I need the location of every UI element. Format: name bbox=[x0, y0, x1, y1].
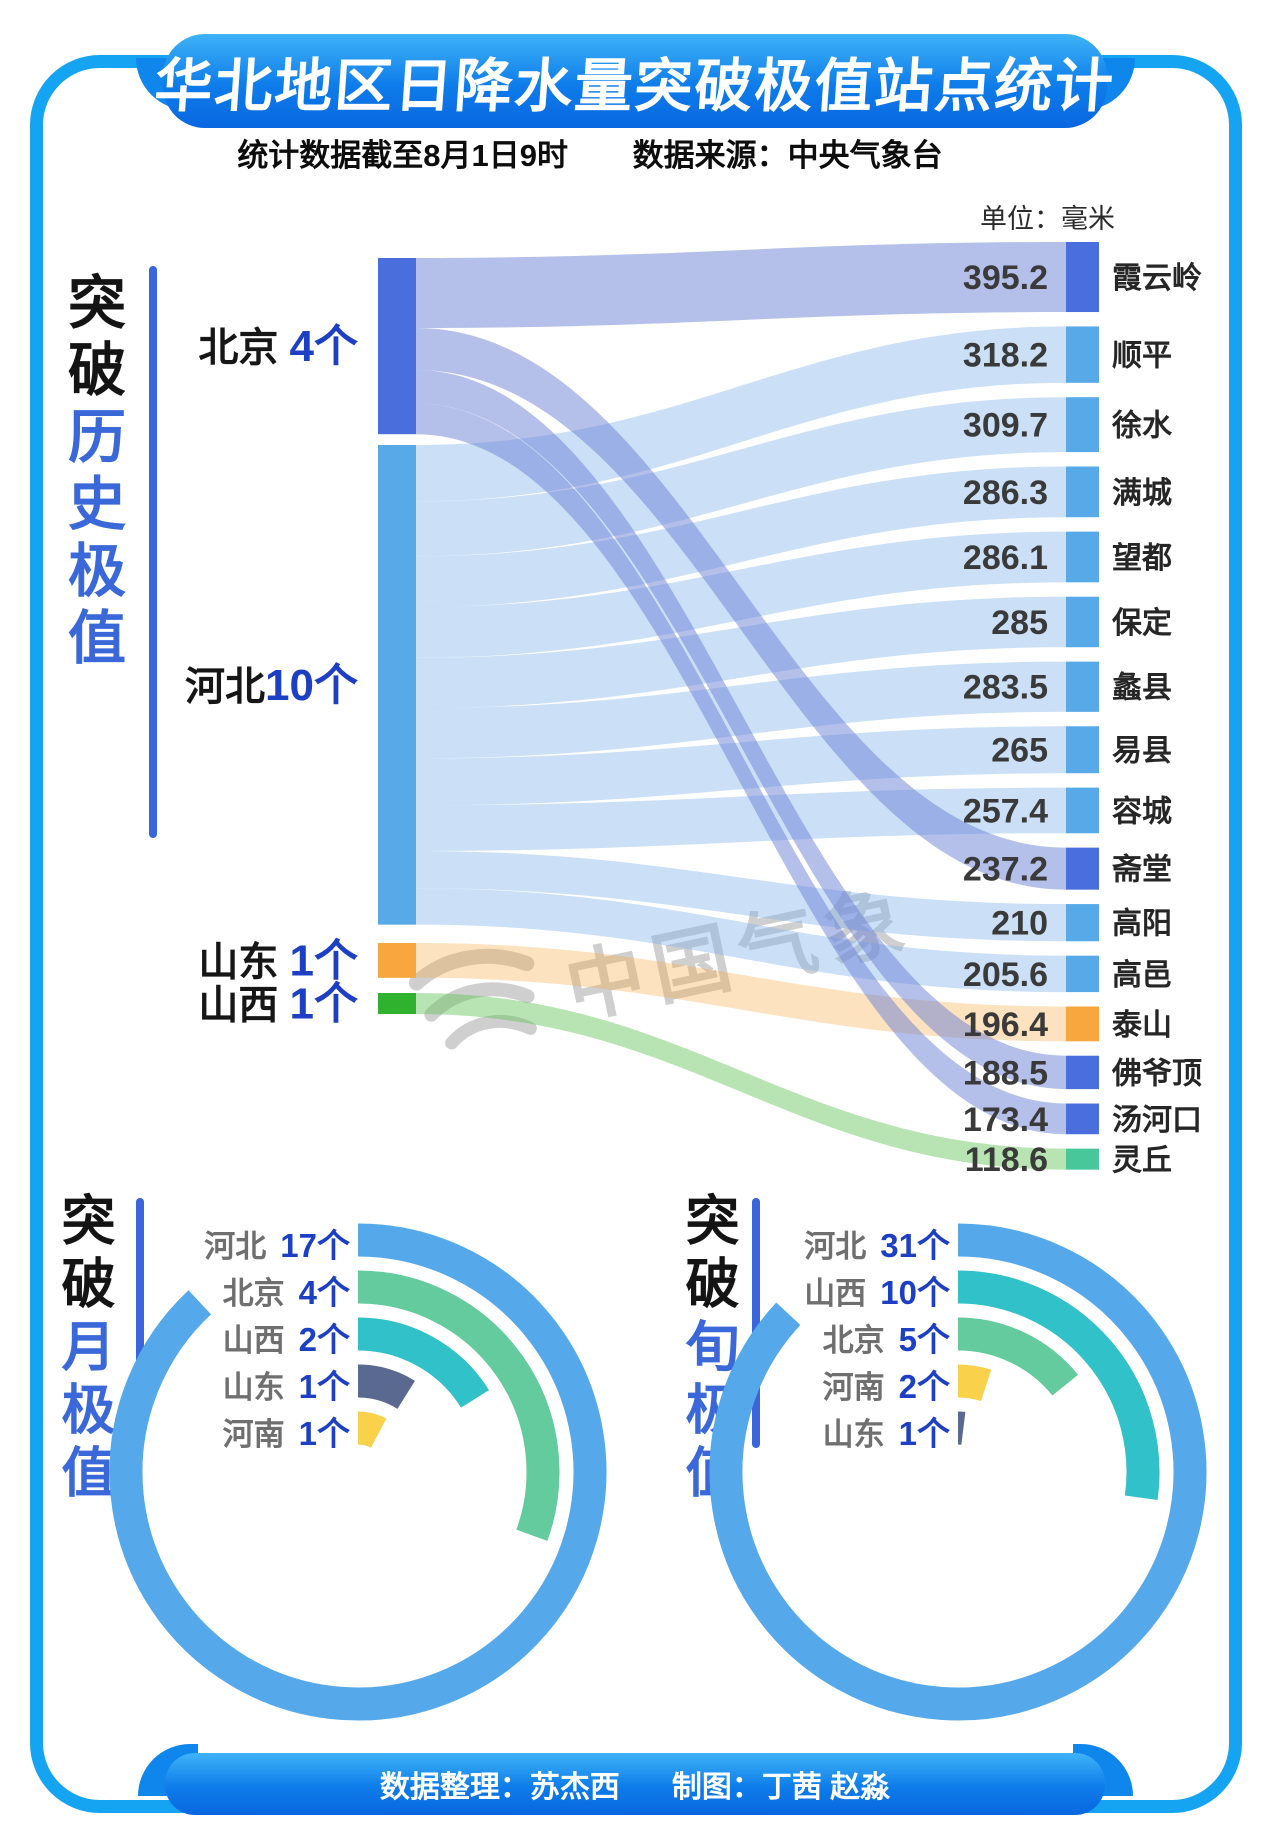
page-title: 华北地区日降水量突破极值站点统计 bbox=[152, 54, 1117, 119]
legend-row-month-山西: 山西 2个 bbox=[223, 1313, 350, 1361]
title-banner: 华北地区日降水量突破极值站点统计 bbox=[152, 34, 1117, 128]
legend-count-tenday-山西: 10个 bbox=[880, 1274, 950, 1311]
legend-province-tenday-北京: 北京 bbox=[822, 1323, 885, 1358]
legend-count-month-河北: 17个 bbox=[280, 1227, 350, 1264]
legend-row-tenday-山东: 山东 1个 bbox=[823, 1407, 950, 1455]
legend-province-tenday-山西: 山西 bbox=[804, 1276, 867, 1311]
footer-banner: 数据整理：苏杰西 制图：丁茜 赵淼 bbox=[165, 1753, 1105, 1815]
section-title-tenday: 突破旬极值 bbox=[677, 1192, 737, 1507]
section-line-month bbox=[136, 1198, 144, 1448]
subtitle-cutoff: 统计数据截至8月1日9时 bbox=[237, 138, 569, 173]
section-title-tenday-main: 旬极值 bbox=[677, 1318, 737, 1507]
legend-row-tenday-河北: 河北 31个 bbox=[804, 1219, 950, 1267]
legend-count-month-山西: 2个 bbox=[298, 1321, 350, 1358]
legend-count-tenday-河南: 2个 bbox=[898, 1368, 950, 1405]
legend-province-month-河北: 河北 bbox=[204, 1229, 267, 1264]
legend-count-tenday-山东: 1个 bbox=[898, 1415, 950, 1452]
legend-row-month-河北: 河北 17个 bbox=[204, 1219, 350, 1267]
section-title-history-prefix: 突破 bbox=[59, 272, 124, 406]
legend-count-tenday-河北: 31个 bbox=[880, 1227, 950, 1264]
legend-province-month-山西: 山西 bbox=[222, 1323, 285, 1358]
legend-row-month-山东: 山东 1个 bbox=[223, 1360, 350, 1408]
section-title-month-main: 月极值 bbox=[53, 1318, 113, 1507]
legend-province-tenday-河南: 河南 bbox=[822, 1370, 885, 1405]
legend-row-month-河南: 河南 1个 bbox=[223, 1407, 350, 1455]
subtitle-source: 数据来源：中央气象台 bbox=[632, 138, 943, 173]
legend-count-month-河南: 1个 bbox=[298, 1415, 350, 1452]
section-title-history-main: 历史极值 bbox=[59, 406, 124, 674]
legend-province-tenday-山东: 山东 bbox=[822, 1417, 885, 1452]
legend-row-tenday-河南: 河南 2个 bbox=[823, 1360, 950, 1408]
legend-row-tenday-山西: 山西 10个 bbox=[804, 1266, 950, 1314]
legend-province-month-山东: 山东 bbox=[222, 1370, 285, 1405]
subtitle: 统计数据截至8月1日9时 数据来源：中央气象台 bbox=[0, 130, 1180, 175]
unit-label: 单位：毫米 bbox=[980, 204, 1115, 234]
section-title-history: 突破历史极值 bbox=[59, 272, 124, 674]
legend-province-tenday-河北: 河北 bbox=[804, 1229, 867, 1264]
footer-credit-graphics: 制图：丁茜 赵淼 bbox=[671, 1771, 891, 1804]
legend-province-month-北京: 北京 bbox=[222, 1276, 285, 1311]
section-title-month-prefix: 突破 bbox=[53, 1192, 113, 1318]
section-title-month: 突破月极值 bbox=[53, 1192, 113, 1507]
legend-count-tenday-北京: 5个 bbox=[898, 1321, 950, 1358]
section-title-tenday-prefix: 突破 bbox=[677, 1192, 737, 1318]
footer-credit-data: 数据整理：苏杰西 bbox=[379, 1771, 620, 1804]
section-line-tenday bbox=[752, 1198, 760, 1448]
legend-count-month-北京: 4个 bbox=[298, 1274, 350, 1311]
legend-row-month-北京: 北京 4个 bbox=[223, 1266, 350, 1314]
legend-province-month-河南: 河南 bbox=[222, 1417, 285, 1452]
section-line-history bbox=[149, 266, 157, 838]
legend-row-tenday-北京: 北京 5个 bbox=[823, 1313, 950, 1361]
legend-count-month-山东: 1个 bbox=[298, 1368, 350, 1405]
